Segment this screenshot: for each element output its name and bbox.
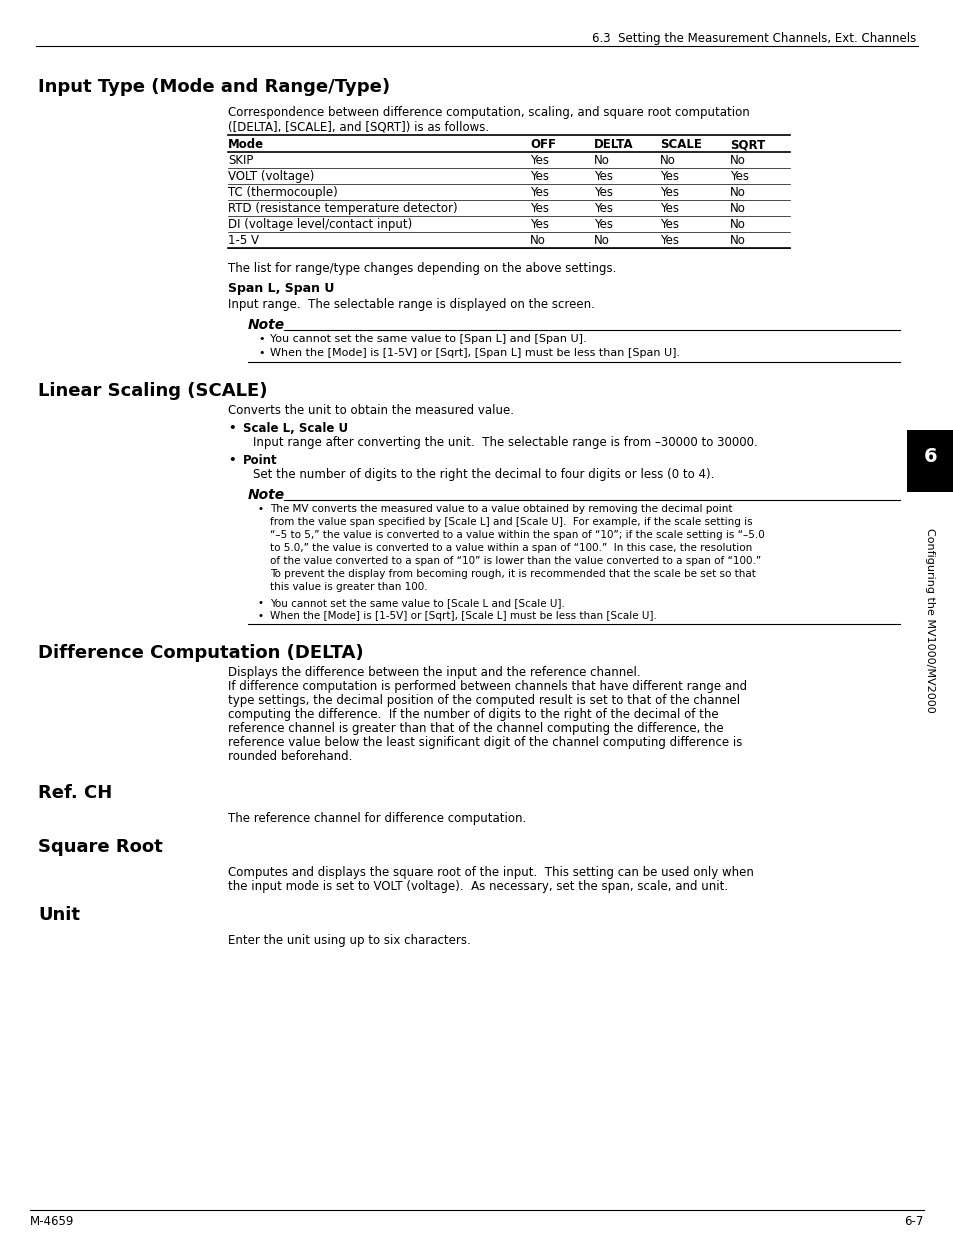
Text: RTD (resistance temperature detector): RTD (resistance temperature detector): [228, 203, 457, 215]
Text: DI (voltage level/contact input): DI (voltage level/contact input): [228, 219, 412, 231]
Text: When the [Mode] is [1-5V] or [Sqrt], [Scale L] must be less than [Scale U].: When the [Mode] is [1-5V] or [Sqrt], [Sc…: [270, 611, 657, 621]
Text: Point: Point: [243, 454, 277, 467]
Text: Input Type (Mode and Range/Type): Input Type (Mode and Range/Type): [38, 78, 390, 96]
Text: When the [Mode] is [1-5V] or [Sqrt], [Span L] must be less than [Span U].: When the [Mode] is [1-5V] or [Sqrt], [Sp…: [270, 348, 679, 358]
Text: No: No: [530, 233, 545, 247]
Text: Note: Note: [248, 317, 285, 332]
Text: Yes: Yes: [659, 170, 679, 183]
Text: Input range after converting the unit.  The selectable range is from –30000 to 3: Input range after converting the unit. T…: [253, 436, 757, 450]
Text: of the value converted to a span of “10” is lower than the value converted to a : of the value converted to a span of “10”…: [270, 556, 760, 566]
Text: •: •: [257, 333, 264, 345]
Text: •: •: [228, 454, 235, 467]
Text: Scale L, Scale U: Scale L, Scale U: [243, 422, 348, 435]
Bar: [906, 430, 953, 492]
Text: Square Root: Square Root: [38, 839, 163, 856]
Text: Set the number of digits to the right the decimal to four digits or less (0 to 4: Set the number of digits to the right th…: [253, 468, 714, 480]
Text: No: No: [594, 154, 609, 167]
Text: SCALE: SCALE: [659, 138, 701, 151]
Text: Yes: Yes: [530, 219, 548, 231]
Text: Span L, Span U: Span L, Span U: [228, 282, 334, 295]
Text: No: No: [659, 154, 675, 167]
Text: Configuring the MV1000/MV2000: Configuring the MV1000/MV2000: [924, 527, 934, 713]
Text: You cannot set the same value to [Scale L and [Scale U].: You cannot set the same value to [Scale …: [270, 598, 564, 608]
Text: 1-5 V: 1-5 V: [228, 233, 258, 247]
Text: No: No: [729, 233, 745, 247]
Text: Yes: Yes: [594, 219, 613, 231]
Text: VOLT (voltage): VOLT (voltage): [228, 170, 314, 183]
Text: Difference Computation (DELTA): Difference Computation (DELTA): [38, 643, 363, 662]
Text: TC (thermocouple): TC (thermocouple): [228, 186, 337, 199]
Text: SQRT: SQRT: [729, 138, 764, 151]
Text: No: No: [729, 203, 745, 215]
Text: this value is greater than 100.: this value is greater than 100.: [270, 582, 427, 592]
Text: Yes: Yes: [594, 203, 613, 215]
Text: “–5 to 5,” the value is converted to a value within the span of “10”; if the sca: “–5 to 5,” the value is converted to a v…: [270, 530, 764, 540]
Text: Enter the unit using up to six characters.: Enter the unit using up to six character…: [228, 934, 470, 947]
Text: •: •: [257, 348, 264, 358]
Text: Ref. CH: Ref. CH: [38, 784, 112, 802]
Text: Yes: Yes: [659, 219, 679, 231]
Text: No: No: [729, 154, 745, 167]
Text: to 5.0,” the value is converted to a value within a span of “100.”  In this case: to 5.0,” the value is converted to a val…: [270, 543, 752, 553]
Text: Yes: Yes: [659, 186, 679, 199]
Text: DELTA: DELTA: [594, 138, 633, 151]
Text: Yes: Yes: [530, 154, 548, 167]
Text: No: No: [729, 219, 745, 231]
Text: Note: Note: [248, 488, 285, 501]
Text: Yes: Yes: [659, 203, 679, 215]
Text: SKIP: SKIP: [228, 154, 253, 167]
Text: computing the difference.  If the number of digits to the right of the decimal o: computing the difference. If the number …: [228, 708, 718, 721]
Text: 6: 6: [923, 447, 937, 467]
Text: reference channel is greater than that of the channel computing the difference, : reference channel is greater than that o…: [228, 722, 723, 735]
Text: Input range.  The selectable range is displayed on the screen.: Input range. The selectable range is dis…: [228, 298, 595, 311]
Text: •: •: [257, 504, 264, 514]
Text: Unit: Unit: [38, 906, 80, 924]
Text: No: No: [594, 233, 609, 247]
Text: OFF: OFF: [530, 138, 556, 151]
Text: from the value span specified by [Scale L] and [Scale U].  For example, if the s: from the value span specified by [Scale …: [270, 517, 752, 527]
Text: •: •: [257, 611, 264, 621]
Text: Yes: Yes: [594, 170, 613, 183]
Text: Yes: Yes: [659, 233, 679, 247]
Text: Correspondence between difference computation, scaling, and square root computat: Correspondence between difference comput…: [228, 106, 749, 119]
Text: type settings, the decimal position of the computed result is set to that of the: type settings, the decimal position of t…: [228, 694, 740, 706]
Text: Yes: Yes: [594, 186, 613, 199]
Text: Mode: Mode: [228, 138, 264, 151]
Text: rounded beforehand.: rounded beforehand.: [228, 750, 352, 763]
Text: The reference channel for difference computation.: The reference channel for difference com…: [228, 811, 526, 825]
Text: To prevent the display from becoming rough, it is recommended that the scale be : To prevent the display from becoming rou…: [270, 569, 755, 579]
Text: 6.3  Setting the Measurement Channels, Ext. Channels: 6.3 Setting the Measurement Channels, Ex…: [591, 32, 915, 44]
Text: If difference computation is performed between channels that have different rang: If difference computation is performed b…: [228, 680, 746, 693]
Text: •: •: [228, 422, 235, 435]
Text: Linear Scaling (SCALE): Linear Scaling (SCALE): [38, 382, 267, 400]
Text: Yes: Yes: [530, 170, 548, 183]
Text: 6-7: 6-7: [903, 1215, 923, 1228]
Text: the input mode is set to VOLT (voltage).  As necessary, set the span, scale, and: the input mode is set to VOLT (voltage).…: [228, 881, 727, 893]
Text: reference value below the least significant digit of the channel computing diffe: reference value below the least signific…: [228, 736, 741, 748]
Text: Computes and displays the square root of the input.  This setting can be used on: Computes and displays the square root of…: [228, 866, 753, 879]
Text: ([DELTA], [SCALE], and [SQRT]) is as follows.: ([DELTA], [SCALE], and [SQRT]) is as fol…: [228, 121, 489, 135]
Text: The list for range/type changes depending on the above settings.: The list for range/type changes dependin…: [228, 262, 616, 275]
Text: •: •: [257, 598, 264, 608]
Text: Yes: Yes: [729, 170, 748, 183]
Text: Converts the unit to obtain the measured value.: Converts the unit to obtain the measured…: [228, 404, 514, 417]
Text: You cannot set the same value to [Span L] and [Span U].: You cannot set the same value to [Span L…: [270, 333, 586, 345]
Text: Yes: Yes: [530, 186, 548, 199]
Text: No: No: [729, 186, 745, 199]
Text: The MV converts the measured value to a value obtained by removing the decimal p: The MV converts the measured value to a …: [270, 504, 732, 514]
Text: M-4659: M-4659: [30, 1215, 74, 1228]
Text: Yes: Yes: [530, 203, 548, 215]
Text: Displays the difference between the input and the reference channel.: Displays the difference between the inpu…: [228, 666, 640, 679]
